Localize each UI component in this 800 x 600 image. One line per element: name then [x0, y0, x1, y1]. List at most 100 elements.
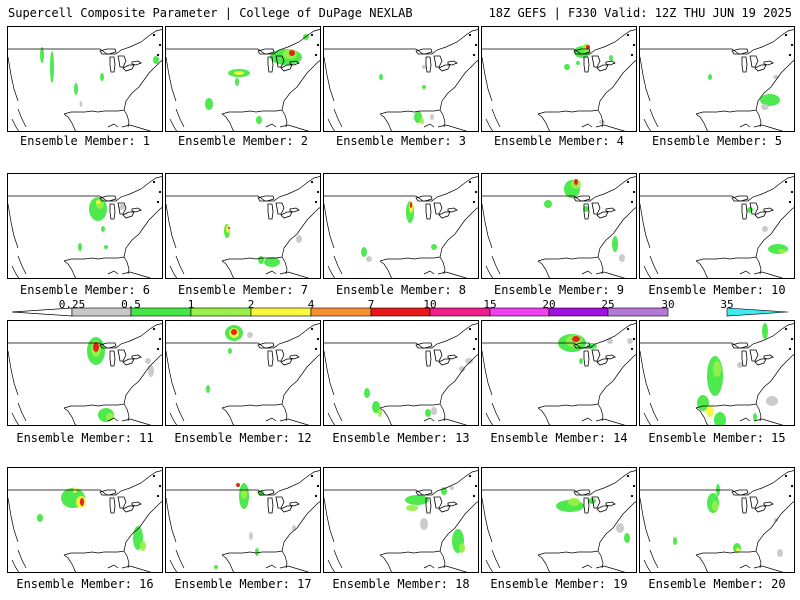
ensemble-map-panel — [481, 467, 637, 573]
ensemble-map — [166, 470, 320, 572]
ensemble-member-label: Ensemble Member: 10 — [648, 283, 786, 297]
scp-field — [224, 224, 302, 267]
scp-contour — [766, 396, 778, 406]
colorbar-segment — [190, 307, 252, 317]
ensemble-map-panel — [323, 26, 479, 132]
scp-contour — [100, 73, 104, 81]
scp-field — [379, 65, 434, 124]
scp-contour — [564, 64, 570, 70]
scp-contour — [361, 247, 367, 257]
colorbar-segment — [489, 307, 550, 317]
scp-contour — [459, 366, 465, 372]
model-run-info: 18Z GEFS | F330 Valid: 12Z THU JUN 19 20… — [488, 6, 792, 20]
scp-contour — [241, 489, 247, 499]
scp-contour — [234, 71, 244, 75]
scp-field — [364, 358, 473, 417]
scp-contour — [627, 338, 633, 344]
scp-contour — [378, 409, 382, 417]
scp-contour — [296, 235, 302, 243]
scp-contour — [235, 78, 239, 86]
colorbar-label: 1 — [187, 298, 195, 311]
colorbar-label: 35 — [720, 298, 734, 311]
basemap — [166, 323, 320, 425]
ensemble-map-panel — [7, 26, 163, 132]
colorbar-label: 25 — [601, 298, 615, 311]
ensemble-map — [324, 470, 478, 572]
scp-contour — [431, 407, 437, 415]
ensemble-map-panel — [323, 467, 479, 573]
ensemble-map — [324, 323, 478, 425]
scp-contour — [93, 342, 99, 352]
scp-contour — [406, 505, 418, 511]
scp-contour — [619, 254, 625, 262]
ensemble-map — [324, 176, 478, 278]
ensemble-member-label: Ensemble Member: 15 — [648, 431, 786, 445]
scp-contour — [247, 332, 253, 338]
scp-contour — [228, 227, 230, 229]
scp-field — [556, 498, 630, 543]
ensemble-map — [8, 29, 162, 131]
scp-contour — [372, 401, 380, 413]
scp-field — [214, 483, 296, 569]
scp-contour — [236, 483, 240, 487]
scp-contour — [289, 50, 295, 56]
scp-contour — [50, 51, 54, 83]
scp-field — [205, 34, 309, 124]
scp-contour — [778, 249, 786, 253]
basemap — [640, 470, 794, 572]
basemap — [324, 176, 478, 278]
scp-contour — [420, 118, 424, 124]
scp-contour — [588, 498, 596, 504]
scp-contour — [80, 498, 84, 506]
ensemble-map-panel — [639, 173, 795, 279]
scp-contour — [78, 243, 82, 251]
ensemble-map-panel — [639, 320, 795, 426]
ensemble-member-label: Ensemble Member: 5 — [651, 134, 783, 148]
scp-contour — [422, 85, 426, 89]
scp-contour — [760, 94, 780, 106]
colorbar-segment — [310, 307, 372, 317]
scp-field — [206, 325, 253, 393]
ensemble-member-label: Ensemble Member: 20 — [648, 577, 786, 591]
ensemble-member-label: Ensemble Member: 8 — [335, 283, 467, 297]
scp-field — [544, 179, 625, 262]
ensemble-member-label: Ensemble Member: 7 — [177, 283, 309, 297]
scp-contour — [572, 336, 580, 342]
ensemble-member-label: Ensemble Member: 17 — [174, 577, 312, 591]
ensemble-member-label: Ensemble Member: 12 — [174, 431, 312, 445]
ensemble-map-panel — [165, 467, 321, 573]
scp-field — [78, 197, 125, 251]
colorbar-over-arrow — [726, 307, 789, 317]
scp-contour — [74, 83, 78, 95]
basemap — [8, 176, 162, 278]
colorbar-label: 0.25 — [58, 298, 86, 311]
scp-contour — [777, 549, 783, 557]
ensemble-member-label: Ensemble Member: 14 — [490, 431, 628, 445]
scp-contour — [586, 45, 590, 49]
scp-contour — [753, 413, 757, 421]
scp-contour — [264, 257, 280, 267]
ensemble-map — [8, 176, 162, 278]
scp-contour — [431, 244, 437, 250]
ensemble-map — [640, 29, 794, 131]
scp-contour — [624, 533, 630, 543]
scp-contour — [768, 244, 788, 254]
ensemble-member-label: Ensemble Member: 9 — [493, 283, 625, 297]
scp-contour — [576, 61, 580, 65]
scp-contour — [145, 358, 151, 364]
scp-field — [697, 323, 778, 425]
scp-field — [361, 201, 437, 262]
scp-contour — [612, 236, 618, 252]
scp-contour — [713, 361, 721, 377]
scp-contour — [747, 207, 753, 213]
colorbar-segment — [370, 307, 431, 317]
scp-field — [708, 74, 780, 110]
scp-contour — [673, 537, 677, 545]
ensemble-map-panel — [323, 320, 479, 426]
ensemble-map-panel — [7, 320, 163, 426]
scp-contour — [568, 498, 580, 506]
basemap — [324, 470, 478, 572]
scp-contour — [214, 565, 218, 569]
scp-contour — [607, 338, 613, 344]
ensemble-map — [640, 323, 794, 425]
